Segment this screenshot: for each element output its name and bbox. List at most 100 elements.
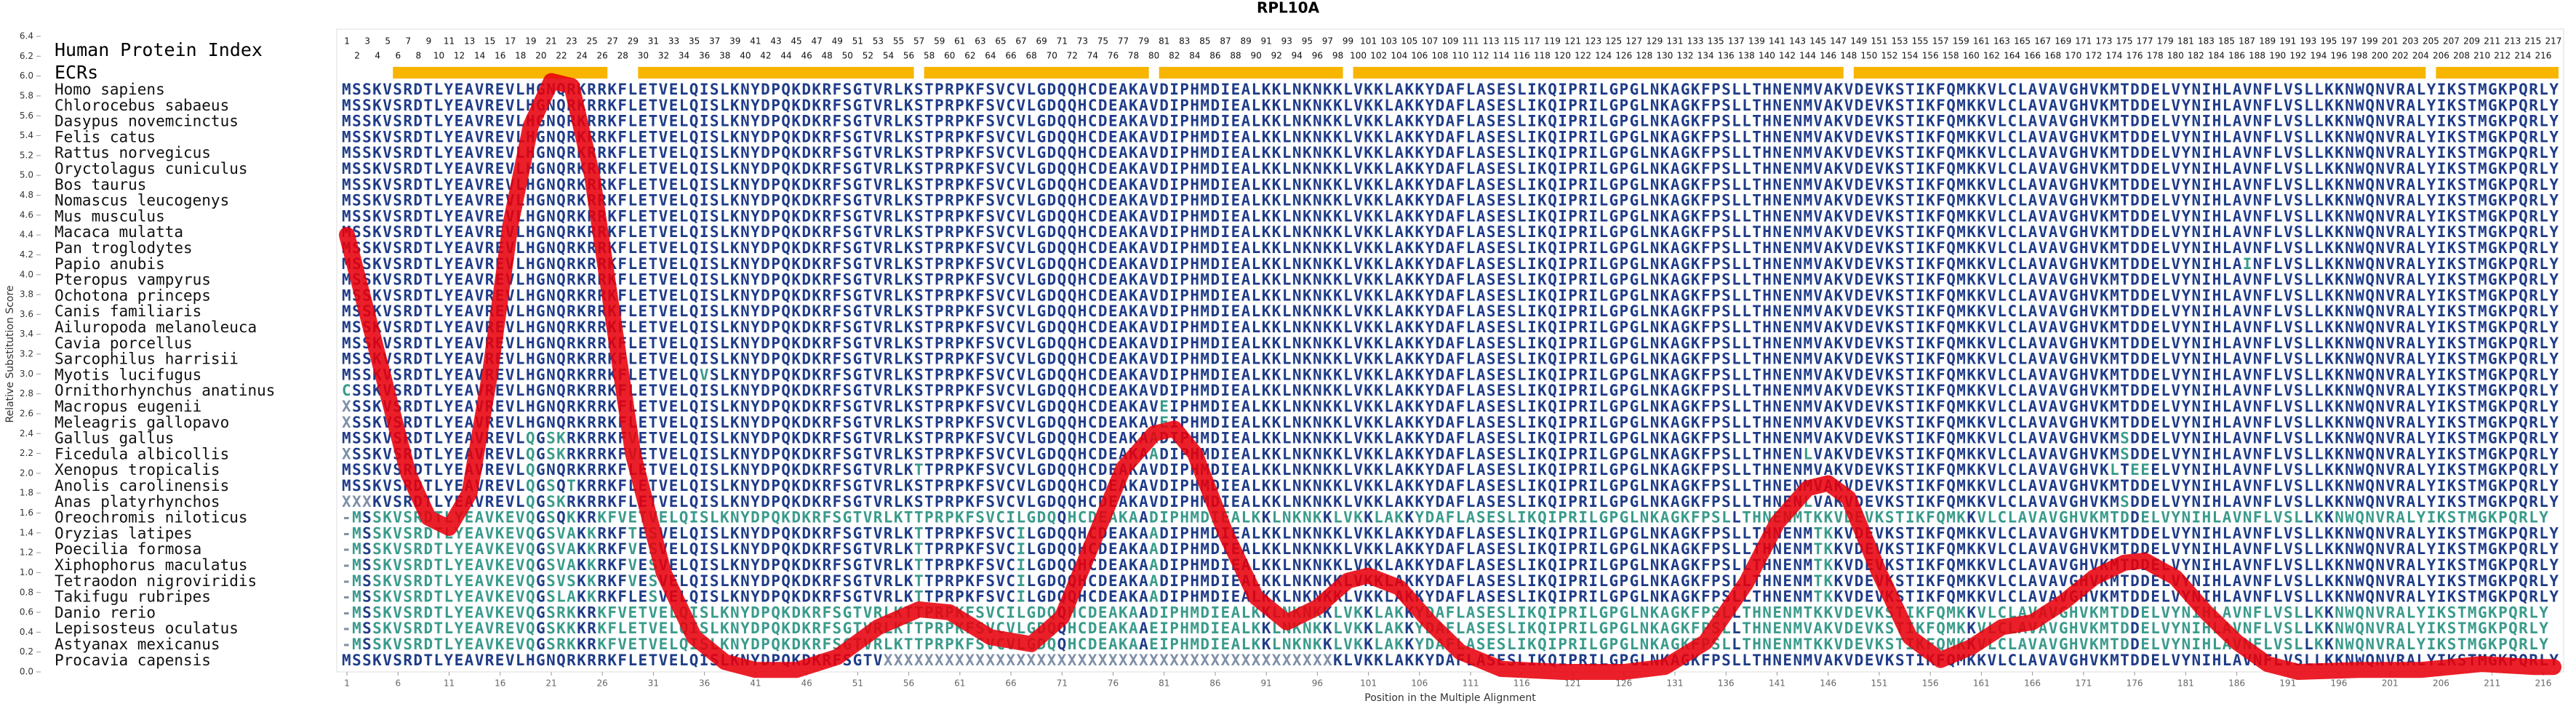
index-number: 155 [1912, 36, 1929, 47]
species-name: Xenopus tropicalis [55, 461, 220, 478]
index-number: 67 [1015, 36, 1026, 47]
index-number: 141 [1769, 36, 1785, 47]
index-number: 164 [2004, 51, 2020, 61]
species-name: Meleagris gallopavo [55, 414, 229, 431]
species-name: Pteropus vampyrus [55, 271, 211, 289]
y-tick-label: 3.4 [20, 329, 33, 339]
y-axis-label: Relative Substitution Score [4, 285, 16, 422]
sequence: MSSKVSRDTLYEAVREVLHGNQRKRRKFLETVELQISLKN… [342, 128, 2559, 145]
index-number: 215 [2524, 36, 2541, 47]
sequence: -MSSKVSRDTLYEAVKEVQGSVAKKRKFVESVELQISLKN… [342, 540, 2559, 558]
y-tick-label: 3.0 [20, 369, 33, 379]
x-tick-label: 181 [2177, 678, 2194, 689]
index-number: 175 [2116, 36, 2133, 47]
x-tick-label: 21 [545, 678, 556, 689]
index-number: 137 [1728, 36, 1745, 47]
index-number: 211 [2484, 36, 2500, 47]
index-number: 190 [2269, 51, 2286, 61]
x-tick-label: 6 [395, 678, 401, 689]
x-tick-label: 111 [1463, 678, 1479, 689]
sequence: XXXKVSRDTLYEAVREVLQGSKRKRRKFLETVELQISLKN… [342, 493, 2559, 510]
sequence: MSSKVSRDTLYEAVREVLQGSKRKRRKFVETVELQISLKN… [342, 430, 2559, 447]
index-number: 26 [597, 51, 608, 61]
index-number: 59 [934, 36, 945, 47]
index-number: 13 [464, 36, 475, 47]
y-tick-label: 2.6 [20, 408, 33, 418]
index-number: 80 [1148, 51, 1159, 61]
index-number: 112 [1473, 51, 1489, 61]
x-tick-label: 201 [2382, 678, 2399, 689]
index-number: 188 [2249, 51, 2265, 61]
index-number: 146 [1820, 51, 1836, 61]
index-number: 34 [679, 51, 689, 61]
sequence: MSSKVSRDTLYEAVREVLHGNQRKRRKFLETVELQISLKN… [342, 255, 2559, 273]
species-name: Procavia capensis [55, 652, 211, 669]
ecr-bar [924, 67, 1149, 79]
index-number: 115 [1503, 36, 1520, 47]
species-name: Rattus norvegicus [55, 144, 211, 161]
x-tick-label: 151 [1871, 678, 1887, 689]
index-number: 32 [658, 51, 669, 61]
index-number: 54 [883, 51, 894, 61]
index-number: 65 [995, 36, 1006, 47]
species-name: Felis catus [55, 128, 156, 145]
sequence: MSSKVSRDTLYEAVREVLHGNQRKRRKFLETVELQVSLKN… [342, 366, 2559, 383]
y-tick-label: 6.0 [20, 71, 33, 81]
index-number: 5 [385, 36, 391, 47]
index-number: 83 [1179, 36, 1190, 47]
sequence: -MSSKVSRDTLYEAVREVQGSKKKRKFLETVELQISLKNY… [342, 620, 2548, 637]
index-number: 74 [1087, 51, 1098, 61]
index-number: 179 [2157, 36, 2174, 47]
x-tick-label: 191 [2279, 678, 2296, 689]
index-number: 202 [2392, 51, 2409, 61]
y-tick-label: 2.8 [20, 388, 33, 398]
ecr-bar [1853, 67, 2426, 79]
y-tick-label: 2.4 [20, 428, 33, 438]
sequence: MSSKVSRDTLYEAVREVLHGNQRKRRKFLETVELQISLKN… [342, 113, 2559, 130]
index-number: 168 [2044, 51, 2061, 61]
sequence: CSSKVSRDTLYEAVREVLHGNQRKRRKFLETVELQISLKN… [342, 382, 2559, 399]
index-number: 1 [344, 36, 350, 47]
index-number: 197 [2341, 36, 2358, 47]
index-number: 84 [1189, 51, 1200, 61]
index-number: 154 [1902, 51, 1919, 61]
x-tick-label: 1 [344, 678, 350, 689]
index-number: 217 [2545, 36, 2562, 47]
index-number: 165 [2014, 36, 2031, 47]
index-number: 44 [780, 51, 791, 61]
index-number: 135 [1708, 36, 1724, 47]
x-tick-label: 101 [1360, 678, 1377, 689]
index-label: Human Protein Index [55, 39, 263, 60]
index-number: 20 [535, 51, 546, 61]
index-number: 23 [566, 36, 577, 47]
index-number: 110 [1452, 51, 1469, 61]
index-number: 113 [1483, 36, 1500, 47]
index-number: 156 [1922, 51, 1939, 61]
index-number: 95 [1302, 36, 1313, 47]
species-name: Anolis carolinensis [55, 477, 229, 494]
index-number: 134 [1697, 51, 1714, 61]
index-number: 186 [2228, 51, 2245, 61]
index-number: 70 [1047, 51, 1057, 61]
species-name: Bos taurus [55, 176, 146, 193]
y-tick-label: 3.2 [20, 349, 33, 359]
x-tick-label: 36 [699, 678, 710, 689]
index-number: 40 [740, 51, 751, 61]
sequence: MSSKVSRDTLYEAVREVLHGNQRKRRKFLETVELQISLKN… [342, 144, 2559, 161]
index-number: 28 [617, 51, 628, 61]
index-number: 87 [1220, 36, 1231, 47]
species-name: Papio anubis [55, 255, 165, 273]
index-number: 142 [1779, 51, 1796, 61]
score-line [339, 73, 2561, 680]
x-tick-label: 11 [444, 678, 455, 689]
index-number: 75 [1097, 36, 1108, 47]
index-number: 208 [2453, 51, 2470, 61]
x-tick-label: 86 [1209, 678, 1220, 689]
index-number: 101 [1360, 36, 1377, 47]
index-number: 108 [1432, 51, 1449, 61]
index-number: 177 [2137, 36, 2153, 47]
y-tick-label: 5.2 [20, 150, 33, 160]
index-number: 29 [628, 36, 639, 47]
y-tick-label: 4.6 [20, 209, 33, 220]
index-number: 68 [1025, 51, 1036, 61]
